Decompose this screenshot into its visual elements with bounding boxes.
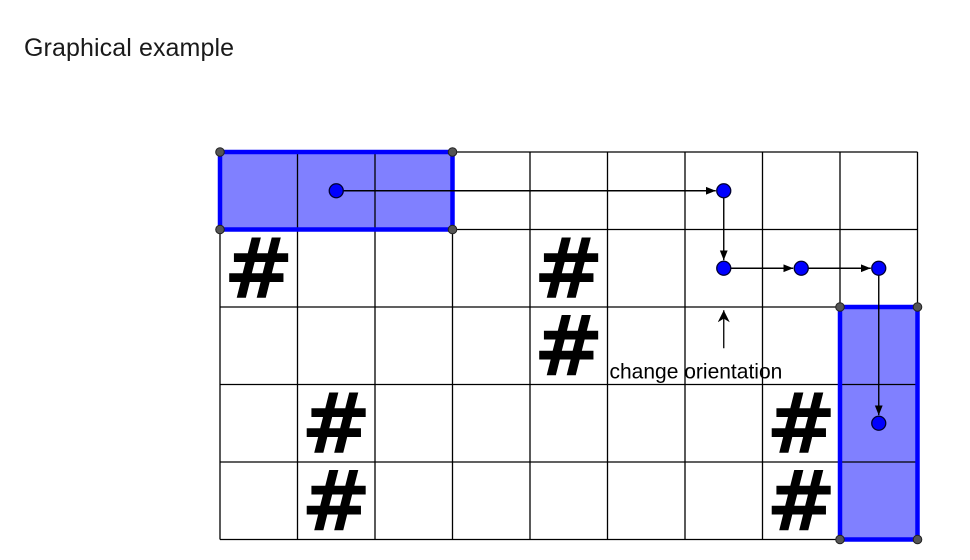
obstacle-hash: # [766,452,836,550]
annotation-layer: change orientation [610,310,783,384]
path-start-node [328,183,344,199]
obstacles-layer: # ###### [224,219,837,550]
path-node [871,415,887,431]
path-node [716,260,732,276]
path-node [871,260,887,276]
annotation-label: change orientation [610,361,783,384]
obstacle-hash: # [224,219,294,317]
page-title: Graphical example [24,34,235,62]
path-node [793,260,809,276]
block-corner-dot [835,534,845,545]
block-corner-dot [215,224,225,235]
block-corner-dot [215,147,225,157]
block-corner-dot [912,302,923,312]
obstacle-hash: # [301,374,371,472]
obstacle-hash: # [301,452,371,550]
obstacle-hash: # [534,219,604,317]
block-corner-dot [447,224,458,235]
path-node [716,183,732,199]
path-layer [328,183,887,431]
block-corner-dot [835,302,845,312]
obstacle-hash: # [534,297,604,395]
block-corner-dot [447,147,458,157]
block-corner-dot [912,534,923,545]
obstacle-hash: # [766,374,836,472]
